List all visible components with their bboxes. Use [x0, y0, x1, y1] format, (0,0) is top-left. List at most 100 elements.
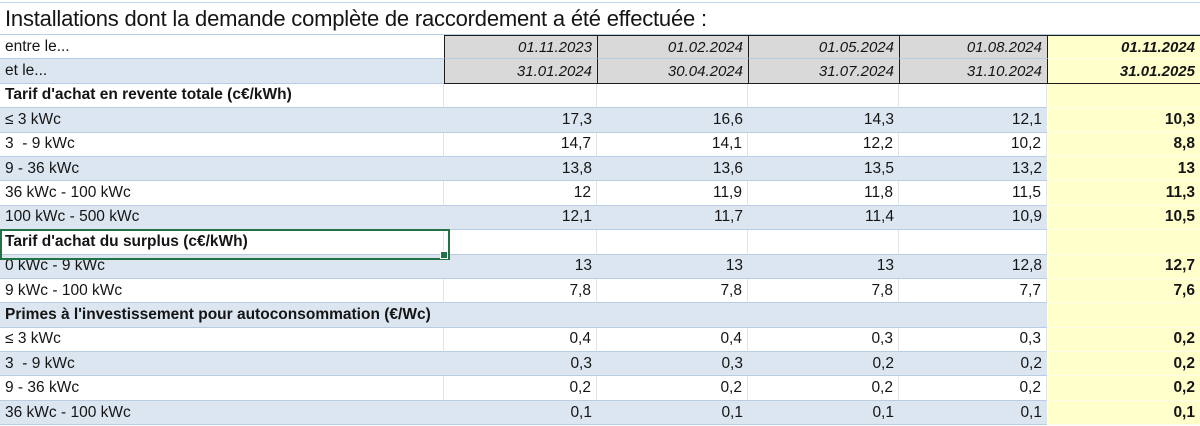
sheet-title-cell[interactable]: Installations dont la demande complète d… [5, 5, 707, 31]
value-cell[interactable]: 12 [444, 181, 597, 206]
value-cell[interactable]: 7,6 [1047, 278, 1200, 304]
value-cell[interactable]: 7,8 [444, 278, 597, 304]
value-cell[interactable]: 11,8 [748, 181, 899, 206]
value-cell[interactable]: 13 [1047, 156, 1200, 182]
value-cell[interactable]: 13 [597, 254, 748, 279]
period-date-cell[interactable]: 01.05.2024 [748, 35, 899, 60]
row-label-cell[interactable]: 100 kWc - 500 kWc [0, 205, 444, 231]
row-label-cell[interactable]: ≤ 3 kWc [0, 108, 444, 133]
value-cell[interactable]: 12,2 [748, 132, 899, 157]
value-cell[interactable]: 0,2 [748, 352, 899, 377]
row-label-cell[interactable]: 3 - 9 kWc [0, 132, 444, 157]
section-header-row: Tarif d'achat du surplus (c€/kWh) [0, 230, 1200, 255]
value-cell[interactable]: 11,3 [1047, 181, 1200, 206]
value-cell[interactable]: 0,1 [597, 400, 748, 426]
row-label-cell[interactable]: 3 - 9 kWc [0, 352, 444, 377]
empty-cell[interactable] [899, 83, 1047, 109]
value-cell[interactable]: 17,3 [444, 108, 597, 133]
value-cell[interactable]: 0,3 [597, 352, 748, 377]
value-cell[interactable]: 13,8 [444, 156, 597, 182]
value-cell[interactable]: 10,9 [899, 205, 1047, 231]
value-cell[interactable]: 0,1 [444, 400, 597, 426]
value-cell[interactable]: 0,3 [748, 327, 899, 353]
period-date-cell[interactable]: 01.08.2024 [899, 35, 1047, 60]
period-label-cell[interactable]: entre le... [0, 35, 444, 60]
value-cell[interactable]: 0,2 [1047, 352, 1200, 377]
section-header-cell[interactable]: Tarif d'achat en revente totale (c€/kWh) [0, 83, 444, 109]
row-label-cell[interactable]: 9 kWc - 100 kWc [0, 278, 444, 304]
value-cell[interactable]: 11,5 [899, 181, 1047, 206]
value-cell[interactable]: 0,4 [597, 327, 748, 353]
value-cell[interactable]: 0,1 [1047, 400, 1200, 426]
value-cell[interactable]: 13 [444, 254, 597, 279]
value-cell[interactable]: 0,1 [899, 400, 1047, 426]
row-label-cell[interactable]: 9 - 36 kWc [0, 376, 444, 401]
row-label-cell[interactable]: 36 kWc - 100 kWc [0, 181, 444, 206]
value-cell[interactable]: 7,7 [899, 278, 1047, 304]
value-cell[interactable]: 0,2 [444, 376, 597, 401]
value-cell[interactable]: 8,8 [1047, 132, 1200, 157]
period-date-cell[interactable]: 31.07.2024 [748, 59, 899, 84]
empty-cell[interactable] [1047, 303, 1200, 328]
empty-cell[interactable] [899, 230, 1047, 255]
value-cell[interactable]: 12,1 [899, 108, 1047, 133]
period-date-cell[interactable]: 01.11.2023 [444, 35, 597, 60]
value-cell[interactable]: 11,9 [597, 181, 748, 206]
section-header-cell[interactable]: Primes à l'investissement pour autoconso… [0, 303, 444, 328]
selected-section-header-cell[interactable]: Tarif d'achat du surplus (c€/kWh) [0, 230, 444, 255]
period-label-cell[interactable]: et le... [0, 59, 444, 84]
empty-cell[interactable] [597, 230, 748, 255]
period-date-cell[interactable]: 31.01.2025 [1047, 59, 1200, 84]
period-row: et le... 31.01.2024 30.04.2024 31.07.2024 31… [0, 59, 1200, 84]
value-cell[interactable]: 16,6 [597, 108, 748, 133]
row-label-cell[interactable]: 0 kWc - 9 kWc [0, 254, 444, 279]
value-cell[interactable]: 14,1 [597, 132, 748, 157]
value-cell[interactable]: 11,7 [597, 205, 748, 231]
value-cell[interactable]: 0,2 [899, 376, 1047, 401]
value-cell[interactable]: 12,8 [899, 254, 1047, 279]
value-cell[interactable]: 7,8 [597, 278, 748, 304]
period-date-cell[interactable]: 31.01.2024 [444, 59, 597, 84]
value-cell[interactable]: 13 [748, 254, 899, 279]
value-cell[interactable]: 0,2 [1047, 327, 1200, 353]
empty-cell[interactable] [597, 83, 748, 109]
value-cell[interactable]: 12,7 [1047, 254, 1200, 279]
value-cell[interactable]: 0,2 [597, 376, 748, 401]
row-label-cell[interactable]: ≤ 3 kWc [0, 327, 444, 353]
period-date-cell[interactable]: 01.11.2024 [1047, 35, 1200, 60]
value-cell[interactable]: 0,3 [444, 352, 597, 377]
value-cell[interactable]: 0,3 [899, 327, 1047, 353]
empty-cell[interactable] [1047, 83, 1200, 109]
value-cell[interactable]: 11,4 [748, 205, 899, 231]
empty-cell[interactable] [899, 303, 1047, 328]
value-cell[interactable]: 14,3 [748, 108, 899, 133]
value-cell[interactable]: 13,2 [899, 156, 1047, 182]
row-label-cell[interactable]: 36 kWc - 100 kWc [0, 400, 444, 426]
value-cell[interactable]: 0,1 [748, 400, 899, 426]
value-cell[interactable]: 12,1 [444, 205, 597, 231]
empty-cell[interactable] [444, 83, 597, 109]
value-cell[interactable]: 13,5 [748, 156, 899, 182]
value-cell[interactable]: 14,7 [444, 132, 597, 157]
period-date-cell[interactable]: 01.02.2024 [597, 35, 748, 60]
empty-cell[interactable] [748, 83, 899, 109]
empty-cell[interactable] [597, 303, 748, 328]
empty-cell[interactable] [748, 303, 899, 328]
value-cell[interactable]: 0,2 [748, 376, 899, 401]
empty-cell[interactable] [748, 230, 899, 255]
row-label-cell[interactable]: 9 - 36 kWc [0, 156, 444, 182]
value-cell[interactable]: 10,3 [1047, 108, 1200, 133]
period-date-cell[interactable]: 30.04.2024 [597, 59, 748, 84]
empty-cell[interactable] [444, 230, 597, 255]
value-cell[interactable]: 0,2 [899, 352, 1047, 377]
value-cell[interactable]: 0,2 [1047, 376, 1200, 401]
selection-fill-handle[interactable] [440, 251, 448, 259]
empty-cell[interactable] [1047, 230, 1200, 255]
value-cell[interactable]: 10,2 [899, 132, 1047, 157]
empty-cell[interactable] [444, 303, 597, 328]
value-cell[interactable]: 0,4 [444, 327, 597, 353]
value-cell[interactable]: 13,6 [597, 156, 748, 182]
value-cell[interactable]: 7,8 [748, 278, 899, 304]
value-cell[interactable]: 10,5 [1047, 205, 1200, 231]
period-date-cell[interactable]: 31.10.2024 [899, 59, 1047, 84]
